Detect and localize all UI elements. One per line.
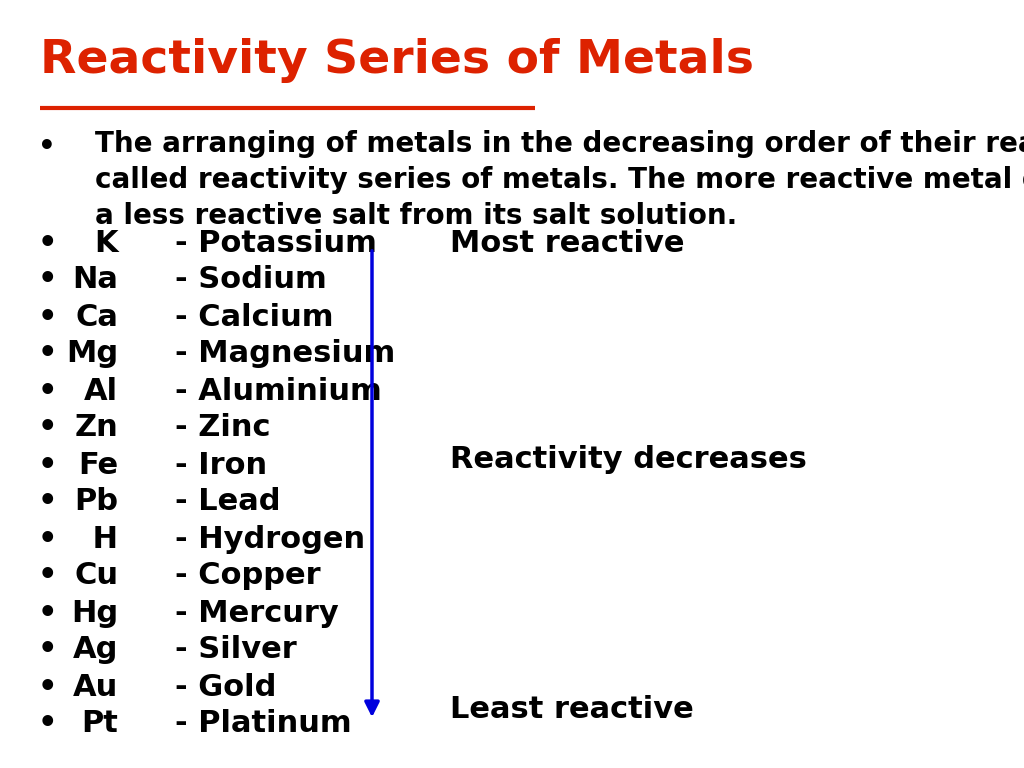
Text: - Gold: - Gold <box>175 673 276 701</box>
Text: •: • <box>38 413 57 442</box>
Text: Al: Al <box>84 376 118 406</box>
Text: - Hydrogen: - Hydrogen <box>175 525 366 554</box>
Text: - Magnesium: - Magnesium <box>175 339 395 369</box>
Text: •: • <box>38 598 57 627</box>
Text: •: • <box>38 133 55 161</box>
Text: •: • <box>38 488 57 517</box>
Text: - Aluminium: - Aluminium <box>175 376 382 406</box>
Text: Na: Na <box>72 266 118 294</box>
Text: Fe: Fe <box>78 451 118 479</box>
Text: Pb: Pb <box>74 488 118 517</box>
Text: - Zinc: - Zinc <box>175 413 270 442</box>
Text: - Sodium: - Sodium <box>175 266 327 294</box>
Text: •: • <box>38 303 57 332</box>
Text: Hg: Hg <box>71 598 118 627</box>
Text: Mg: Mg <box>66 339 118 369</box>
Text: •: • <box>38 561 57 591</box>
Text: •: • <box>38 525 57 554</box>
Text: - Calcium: - Calcium <box>175 303 334 332</box>
Text: - Lead: - Lead <box>175 488 281 517</box>
Text: •: • <box>38 229 57 257</box>
Text: - Mercury: - Mercury <box>175 598 339 627</box>
Text: Pt: Pt <box>81 710 118 739</box>
Text: Ca: Ca <box>75 303 118 332</box>
Text: - Potassium: - Potassium <box>175 229 377 257</box>
Text: Ag: Ag <box>73 635 118 664</box>
Text: •: • <box>38 266 57 294</box>
Text: •: • <box>38 635 57 664</box>
Text: - Platinum: - Platinum <box>175 710 351 739</box>
Text: •: • <box>38 451 57 479</box>
Text: Zn: Zn <box>75 413 118 442</box>
Text: Reactivity Series of Metals: Reactivity Series of Metals <box>40 38 754 83</box>
Text: •: • <box>38 376 57 406</box>
Text: - Silver: - Silver <box>175 635 297 664</box>
Text: K: K <box>94 229 118 257</box>
Text: called reactivity series of metals. The more reactive metal displaces: called reactivity series of metals. The … <box>95 166 1024 194</box>
Text: The arranging of metals in the decreasing order of their reactivity is: The arranging of metals in the decreasin… <box>95 130 1024 158</box>
Text: - Iron: - Iron <box>175 451 267 479</box>
Text: - Copper: - Copper <box>175 561 321 591</box>
Text: Cu: Cu <box>74 561 118 591</box>
Text: Least reactive: Least reactive <box>450 696 693 724</box>
Text: Most reactive: Most reactive <box>450 229 684 257</box>
Text: •: • <box>38 673 57 701</box>
Text: •: • <box>38 339 57 369</box>
Text: H: H <box>82 525 118 554</box>
Text: a less reactive salt from its salt solution.: a less reactive salt from its salt solut… <box>95 202 737 230</box>
Text: Au: Au <box>73 673 118 701</box>
Text: •: • <box>38 710 57 739</box>
Text: Reactivity decreases: Reactivity decreases <box>450 445 807 475</box>
